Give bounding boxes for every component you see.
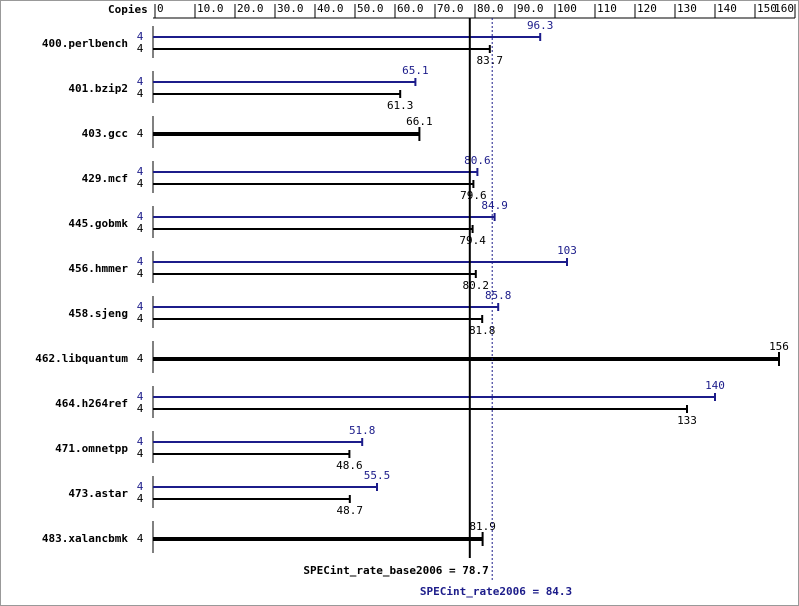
- x-tick-label: 140: [717, 2, 737, 15]
- benchmark-name: 473.astar: [68, 487, 128, 500]
- x-tick-label: 40.0: [317, 2, 344, 15]
- copies: 4: [137, 390, 144, 403]
- copies: 4: [137, 255, 144, 268]
- x-tick-label: 90.0: [517, 2, 544, 15]
- value-label: 79.4: [459, 234, 486, 247]
- x-tick-label: 20.0: [237, 2, 264, 15]
- value-label: 96.3: [527, 19, 554, 32]
- copies: 4: [137, 352, 144, 365]
- benchmark-name: 471.omnetpp: [55, 442, 128, 455]
- copies: 4: [137, 402, 144, 415]
- value-label: 83.7: [477, 54, 504, 67]
- base-mean-label: SPECint_rate_base2006 = 78.7: [303, 564, 488, 577]
- value-label: 79.6: [460, 189, 487, 202]
- copies: 4: [137, 87, 144, 100]
- value-label: 81.8: [469, 324, 496, 337]
- value-label: 156: [769, 340, 789, 353]
- value-label: 84.9: [481, 199, 508, 212]
- value-label: 140: [705, 379, 725, 392]
- copies: 4: [137, 300, 144, 313]
- copies: 4: [137, 447, 144, 460]
- value-label: 81.9: [469, 520, 496, 533]
- value-label: 48.7: [337, 504, 364, 517]
- benchmark-name: 458.sjeng: [68, 307, 128, 320]
- x-tick-label: 110: [597, 2, 617, 15]
- value-label: 51.8: [349, 424, 376, 437]
- copies: 4: [137, 177, 144, 190]
- value-label: 55.5: [364, 469, 391, 482]
- copies: 4: [137, 492, 144, 505]
- x-tick-label: 30.0: [277, 2, 304, 15]
- x-tick-label: 10.0: [197, 2, 224, 15]
- copies: 4: [137, 30, 144, 43]
- benchmark-name: 400.perlbench: [42, 37, 128, 50]
- copies: 4: [137, 42, 144, 55]
- value-label: 133: [677, 414, 697, 427]
- x-tick-label: 130: [677, 2, 697, 15]
- x-tick-label: 60.0: [397, 2, 424, 15]
- value-label: 48.6: [336, 459, 363, 472]
- value-label: 85.8: [485, 289, 512, 302]
- copies: 4: [137, 165, 144, 178]
- x-tick-label: 70.0: [437, 2, 464, 15]
- copies: 4: [137, 75, 144, 88]
- copies: 4: [137, 532, 144, 545]
- value-label: 80.6: [464, 154, 491, 167]
- benchmark-name: 445.gobmk: [68, 217, 128, 230]
- x-tick-label: 160: [774, 2, 794, 15]
- value-label: 65.1: [402, 64, 429, 77]
- copies: 4: [137, 210, 144, 223]
- value-label: 66.1: [406, 115, 433, 128]
- copies: 4: [137, 435, 144, 448]
- copies: 4: [137, 127, 144, 140]
- x-tick-label: 0: [157, 2, 164, 15]
- x-tick-label: 50.0: [357, 2, 384, 15]
- benchmark-name: 401.bzip2: [68, 82, 128, 95]
- copies: 4: [137, 480, 144, 493]
- benchmark-name: 403.gcc: [82, 127, 128, 140]
- copies-header: Copies: [108, 3, 148, 16]
- copies: 4: [137, 312, 144, 325]
- x-tick-label: 80.0: [477, 2, 504, 15]
- x-tick-label: 150: [757, 2, 777, 15]
- benchmark-name: 464.h264ref: [55, 397, 128, 410]
- benchmark-name: 462.libquantum: [35, 352, 128, 365]
- copies: 4: [137, 267, 144, 280]
- benchmark-name: 456.hmmer: [68, 262, 128, 275]
- benchmark-name: 483.xalancbmk: [42, 532, 128, 545]
- value-label: 61.3: [387, 99, 414, 112]
- copies: 4: [137, 222, 144, 235]
- peak-mean-label: SPECint_rate2006 = 84.3: [420, 585, 572, 598]
- x-tick-label: 100: [557, 2, 577, 15]
- benchmark-name: 429.mcf: [82, 172, 128, 185]
- x-tick-label: 120: [637, 2, 657, 15]
- value-label: 103: [557, 244, 577, 257]
